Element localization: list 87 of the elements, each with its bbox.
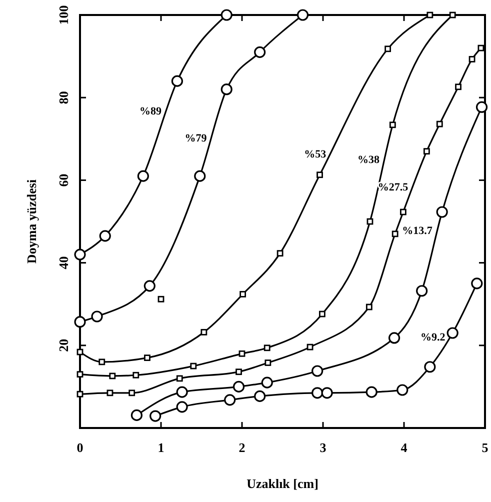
point (128, 390, 136, 396)
point (416, 285, 428, 297)
series-label: %27.5 (378, 181, 409, 194)
point (276, 250, 284, 256)
point (232, 380, 245, 392)
point (176, 386, 188, 398)
point (306, 344, 314, 350)
point (220, 9, 232, 21)
point (91, 310, 103, 322)
point (98, 358, 106, 366)
point (366, 386, 378, 398)
point (254, 46, 266, 58)
point (312, 365, 324, 377)
point (200, 328, 208, 336)
y-tick-label: 20 (56, 338, 71, 352)
point (449, 12, 456, 18)
x-tick-label: 3 (320, 440, 327, 455)
y-tick-label: 80 (56, 91, 71, 104)
point (446, 327, 458, 339)
point (144, 280, 156, 292)
y-tick-label: 100 (56, 5, 71, 25)
point (476, 101, 488, 113)
point (436, 120, 443, 128)
point (264, 344, 270, 352)
point (396, 384, 408, 396)
point (194, 170, 206, 182)
point (76, 390, 84, 398)
series-label: %79 (184, 132, 208, 145)
point (423, 148, 430, 154)
y-tick-label: 60 (56, 174, 71, 187)
x-tick-label: 2 (238, 440, 246, 455)
series-label: %53 (304, 148, 327, 161)
point (74, 248, 86, 260)
point (238, 350, 246, 357)
point (321, 387, 333, 399)
x-tick-label: 0 (76, 440, 84, 455)
point (436, 206, 448, 218)
point (158, 296, 164, 302)
point (261, 376, 273, 388)
point (478, 44, 484, 52)
x-tick-label: 4 (400, 440, 408, 455)
point (176, 401, 188, 413)
point (74, 316, 86, 328)
point (264, 360, 272, 366)
point (190, 362, 197, 370)
point (144, 354, 150, 361)
y-tick-label: 40 (56, 256, 71, 270)
series-label: %38 (358, 154, 380, 166)
point (388, 332, 400, 344)
point (176, 375, 183, 382)
point (150, 410, 162, 422)
point (296, 9, 309, 21)
point (366, 218, 374, 225)
point (76, 371, 84, 378)
point (224, 394, 236, 406)
point (424, 361, 436, 373)
point (455, 84, 462, 90)
series-label: %9.2 (420, 331, 446, 344)
point (312, 387, 324, 399)
series-label: %13.7 (402, 225, 433, 238)
point (392, 230, 398, 238)
point (471, 278, 483, 290)
point (389, 122, 396, 128)
point (384, 46, 391, 52)
y-axis-title: Doyma yüzdesi (24, 179, 39, 264)
series-label: %89 (140, 106, 162, 118)
point (220, 84, 232, 96)
point (76, 348, 84, 356)
point (468, 56, 476, 62)
point (316, 172, 323, 178)
point (400, 208, 406, 216)
point (366, 304, 372, 310)
x-axis-title: Uzaklık [cm] (246, 476, 318, 491)
point (137, 170, 149, 182)
point (99, 230, 111, 242)
point (318, 310, 326, 318)
x-tick-label: 1 (158, 440, 164, 455)
point (106, 390, 114, 396)
point (240, 290, 246, 298)
point (254, 390, 266, 402)
point (132, 372, 140, 378)
point (130, 409, 142, 421)
point (109, 372, 116, 380)
point (236, 368, 242, 376)
x-tick-label: 5 (482, 440, 489, 455)
point (171, 75, 183, 87)
point (426, 12, 434, 18)
